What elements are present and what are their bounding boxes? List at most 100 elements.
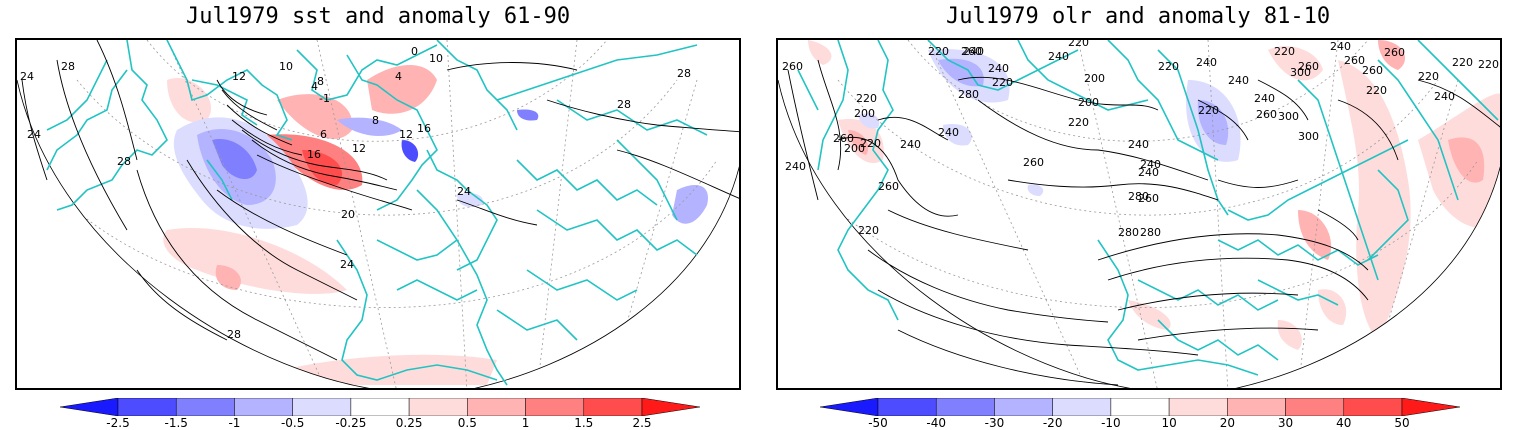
- anomaly-positive-region: [1277, 320, 1302, 350]
- colorbar-tick-label: 40: [1336, 416, 1352, 430]
- colorbar-segment: [583, 398, 643, 416]
- contour-label: 280: [1128, 190, 1149, 203]
- anomaly-positive-region: [277, 94, 353, 139]
- colorbar-tick-label: -50: [868, 416, 888, 430]
- colorbar-segment: [1227, 398, 1286, 416]
- colorbar-tick-label: -0.25: [335, 416, 367, 430]
- colorbar-segment: [935, 398, 995, 416]
- contour-label: 240: [1254, 92, 1275, 105]
- contour-label: 300: [1290, 66, 1311, 79]
- colorbar-tick-label: 1.5: [574, 416, 594, 430]
- colorbar-segment: [292, 398, 352, 416]
- olr-colorbar: [820, 398, 1460, 416]
- contour-label: 24: [20, 70, 34, 83]
- anomaly-positive-region: [215, 265, 241, 290]
- contour-label: 220: [858, 224, 879, 237]
- colorbar-arrow-low: [60, 398, 119, 416]
- anomaly-negative-region: [1027, 184, 1044, 196]
- colorbar-segment: [994, 398, 1053, 416]
- contour-label: 12: [232, 70, 246, 83]
- contour-label: 300: [1278, 110, 1299, 123]
- colorbar-tick-label: 20: [1219, 416, 1235, 430]
- colorbar-segment: [350, 398, 410, 416]
- contour-label: 200: [844, 142, 865, 155]
- contour-label: 220: [1366, 84, 1387, 97]
- contour-label: 220: [1158, 60, 1179, 73]
- contour-label: 240: [938, 126, 959, 139]
- left-map-title: Jul1979 sst and anomaly 61-90: [186, 4, 571, 29]
- contour-label: 4: [395, 70, 402, 83]
- contour-label: 28: [617, 98, 631, 111]
- contour-label: 200: [854, 107, 875, 120]
- contour-label: 240: [988, 62, 1009, 75]
- colorbar-tick-label: -1: [228, 416, 241, 430]
- contour-label: 28: [227, 328, 241, 341]
- colorbar-segment: [117, 398, 177, 416]
- anomaly-positive-region: [367, 65, 437, 114]
- contour-label: 220: [856, 92, 877, 105]
- contour-label: 240: [1140, 158, 1161, 171]
- projection-boundary-left: [778, 80, 1129, 388]
- colorbar-arrow-low: [820, 398, 879, 416]
- anomaly-negative-region: [672, 185, 708, 224]
- colorbar-tick-label: 0.5: [457, 416, 477, 430]
- contour-label: 240: [1138, 166, 1159, 179]
- right-map-title: Jul1979 olr and anomaly 81-10: [946, 4, 1331, 29]
- projection-boundary-right: [1237, 167, 1500, 388]
- contour-label: 220: [1068, 40, 1089, 49]
- olr-map-panel: 260 240 220 240 260 240 220 280 260 240 …: [776, 38, 1502, 390]
- projection-boundary-right: [476, 167, 739, 388]
- anomaly-negative-region: [337, 117, 402, 136]
- contour-label: 260: [961, 45, 982, 58]
- contour-label: 8: [317, 75, 324, 88]
- contour-label: 220: [1452, 56, 1473, 69]
- contour-label: 240: [785, 160, 806, 173]
- colorbar-tick-label: -40: [926, 416, 947, 430]
- contour-label: 260: [878, 180, 899, 193]
- contour-label: 16: [307, 148, 321, 161]
- olr-contours: [787, 59, 1500, 386]
- contour-label: 260: [1256, 108, 1277, 121]
- colorbar-tick-label: -10: [1101, 416, 1121, 430]
- contour-label: 12: [352, 142, 366, 155]
- colorbar-segment: [467, 398, 526, 416]
- anomaly-negative-region: [401, 140, 419, 162]
- contour-label: 8: [372, 114, 379, 127]
- contour-label: 240: [963, 45, 984, 58]
- contour-label: 240: [900, 138, 921, 151]
- olr-colorbar-labels: -50 -40 -30 -20 -10 10 20 30 40 50: [820, 416, 1460, 430]
- anomaly-positive-region: [1448, 137, 1485, 183]
- contour-label: 280: [958, 88, 979, 101]
- olr-coastlines: [797, 40, 1499, 376]
- contour-label: 240: [1048, 50, 1069, 63]
- colorbar-tick-label: 2.5: [632, 416, 652, 430]
- anomaly-negative-region: [212, 139, 257, 180]
- contour-label: 260: [1023, 156, 1044, 169]
- anomaly-positive-region: [282, 354, 497, 385]
- colorbar-tick-label: 30: [1277, 416, 1294, 430]
- sst-colorbar: [60, 398, 700, 416]
- contour-label: 240: [1128, 138, 1149, 151]
- colorbar-arrow-high: [1401, 398, 1460, 416]
- contour-label: 240: [1330, 40, 1351, 53]
- anomaly-positive-region: [1298, 210, 1332, 260]
- contour-label: 24: [27, 128, 41, 141]
- olr-map: 260 240 220 240 260 240 220 280 260 240 …: [778, 40, 1500, 388]
- anomaly-negative-region: [517, 109, 539, 121]
- contour-label: 220: [860, 137, 881, 150]
- anomaly-negative-region: [938, 58, 984, 87]
- colorbar-tick-label: -1.5: [164, 416, 188, 430]
- contour-label: 260: [1138, 192, 1159, 205]
- colorbar-segment: [1052, 398, 1112, 416]
- colorbar-tick-label: -20: [1042, 416, 1063, 430]
- colorbar-segment: [1343, 398, 1403, 416]
- contour-label: 240: [1196, 56, 1217, 69]
- contour-label: 260: [1362, 64, 1383, 77]
- colorbar-tick-label: -2.5: [106, 416, 130, 430]
- sst-contour-labels: 24 28 28 12 10 8 4 0 10 -1 4 8 6 12 16 1…: [20, 45, 691, 341]
- colorbar-segment: [525, 398, 585, 416]
- contour-label: 220: [1418, 70, 1439, 83]
- contour-label: 220: [1198, 104, 1219, 117]
- contour-label: 220: [992, 76, 1013, 89]
- contour-label: 260: [782, 60, 803, 73]
